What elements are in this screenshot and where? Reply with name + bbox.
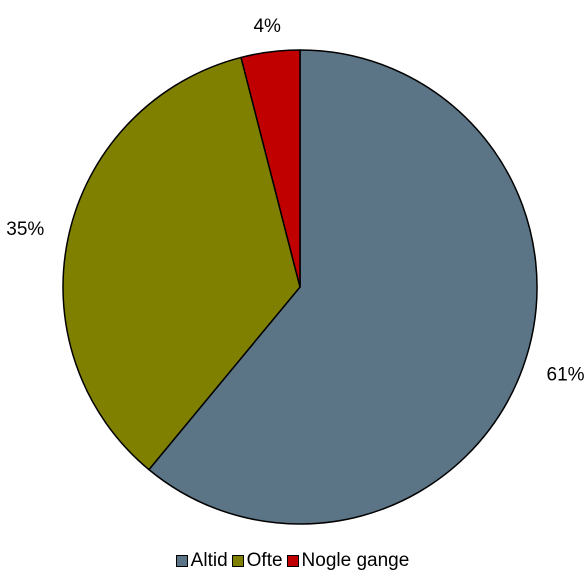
legend-swatch-nogle-gange: [286, 555, 299, 567]
data-label-ofte: 35%: [6, 219, 44, 240]
pie-slices: [62, 49, 538, 525]
pie-data-labels: 61% 35% 4%: [6, 16, 584, 386]
legend-swatch-ofte: [231, 555, 244, 567]
legend-label-ofte: Ofte: [246, 550, 283, 571]
legend-label-nogle-gange: Nogle gange: [301, 550, 410, 571]
legend-item-nogle-gange: Nogle gange: [286, 550, 410, 571]
legend-swatch-altid: [175, 555, 188, 567]
pie-slice-ofte: [62, 56, 301, 471]
chart-legend: Altid Ofte Nogle gange: [0, 549, 585, 573]
legend-item-altid: Altid: [175, 550, 228, 571]
legend-item-ofte: Ofte: [231, 550, 283, 571]
legend-label-altid: Altid: [190, 550, 228, 571]
data-label-altid: 61%: [547, 365, 585, 386]
pie-slice-altid: [148, 49, 538, 525]
pie-slice-nogle-gange: [240, 49, 301, 288]
data-label-nogle-gange: 4%: [253, 16, 281, 37]
